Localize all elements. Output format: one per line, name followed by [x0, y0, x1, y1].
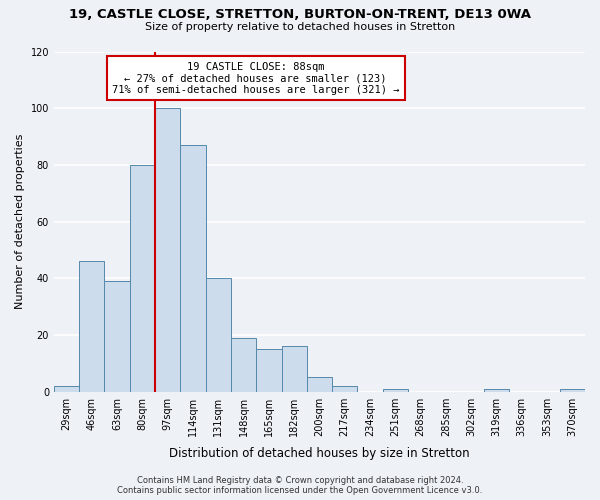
Bar: [54, 386, 79, 392]
Bar: [560, 389, 585, 392]
Text: Size of property relative to detached houses in Stretton: Size of property relative to detached ho…: [145, 22, 455, 32]
Bar: [383, 389, 408, 392]
Bar: [206, 278, 231, 392]
Y-axis label: Number of detached properties: Number of detached properties: [15, 134, 25, 310]
Bar: [155, 108, 181, 392]
Bar: [130, 165, 155, 392]
Bar: [181, 145, 206, 392]
Bar: [79, 262, 104, 392]
X-axis label: Distribution of detached houses by size in Stretton: Distribution of detached houses by size …: [169, 447, 470, 460]
Bar: [256, 349, 281, 392]
Bar: [484, 389, 509, 392]
Bar: [281, 346, 307, 392]
Text: 19 CASTLE CLOSE: 88sqm
← 27% of detached houses are smaller (123)
71% of semi-de: 19 CASTLE CLOSE: 88sqm ← 27% of detached…: [112, 62, 400, 95]
Bar: [307, 378, 332, 392]
Bar: [332, 386, 358, 392]
Bar: [231, 338, 256, 392]
Bar: [104, 281, 130, 392]
Text: 19, CASTLE CLOSE, STRETTON, BURTON-ON-TRENT, DE13 0WA: 19, CASTLE CLOSE, STRETTON, BURTON-ON-TR…: [69, 8, 531, 20]
Text: Contains HM Land Registry data © Crown copyright and database right 2024.
Contai: Contains HM Land Registry data © Crown c…: [118, 476, 482, 495]
